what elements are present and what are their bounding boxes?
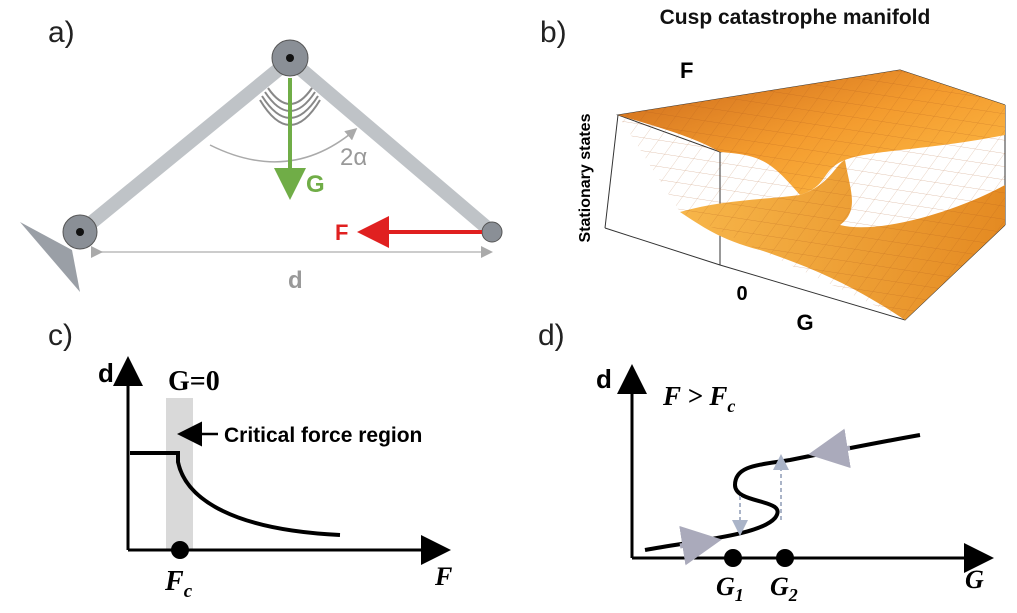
critical-point <box>171 541 189 559</box>
rod <box>290 60 492 232</box>
panel-label: d) <box>538 319 565 352</box>
panel-label: a) <box>48 16 75 49</box>
axis-label: 0 <box>736 283 747 305</box>
gravity-label: G <box>306 171 325 198</box>
panel-label: b) <box>540 16 567 49</box>
panel-d: d) d G F > Fc G1 G2 <box>538 319 988 605</box>
critical-main: F <box>164 566 184 597</box>
region-title: G=0 <box>168 366 220 397</box>
condition-main: F > F <box>662 381 727 411</box>
critical-region <box>166 398 193 550</box>
panel-label: c) <box>48 319 73 352</box>
joint <box>482 222 502 242</box>
threshold-sub: 1 <box>735 585 744 605</box>
distance-label: d <box>288 267 303 294</box>
condition: F > Fc <box>662 381 735 416</box>
hysteresis-curve <box>645 435 920 550</box>
panel-c: c) d F G=0 Critical force region Fc <box>48 319 452 602</box>
axis-label: G <box>796 310 813 335</box>
threshold-point <box>724 549 742 567</box>
chart-title: Cusp catastrophe manifold <box>660 6 931 29</box>
threshold-label: G1 <box>716 572 744 605</box>
x-axis-label: F <box>434 562 452 591</box>
y-axis-label: d <box>596 364 612 394</box>
figure: a) G 2α F d b) Cusp catastrophe manifold… <box>0 0 1017 613</box>
threshold-main: G <box>770 572 789 601</box>
x-axis-label: G <box>965 565 984 594</box>
mesh <box>618 70 1005 320</box>
axis-label: Stationary states <box>577 113 594 242</box>
panel-a: a) G 2α F d <box>20 16 502 294</box>
critical-label: Fc <box>164 566 193 602</box>
rod <box>80 60 290 232</box>
threshold-sub: 2 <box>788 585 798 605</box>
angle-arc <box>210 130 355 162</box>
force-label: F <box>335 220 348 245</box>
threshold-point <box>776 549 794 567</box>
angle-label: 2α <box>340 144 367 171</box>
response-curve <box>130 453 340 535</box>
threshold-main: G <box>716 572 735 601</box>
annotation: Critical force region <box>224 424 422 447</box>
condition-sub: c <box>727 396 735 416</box>
panel-b: b) Cusp catastrophe manifold F Stationar… <box>540 6 1005 335</box>
threshold-label: G2 <box>770 572 798 605</box>
critical-sub: c <box>184 581 193 602</box>
direction-arrow <box>818 448 850 453</box>
y-axis-label: d <box>98 358 114 388</box>
axis-label: F <box>680 58 693 83</box>
